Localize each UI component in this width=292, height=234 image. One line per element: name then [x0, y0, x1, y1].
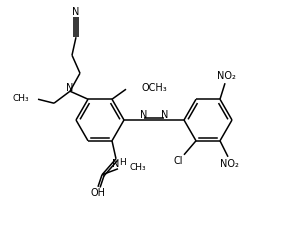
Text: CH₃: CH₃ [12, 94, 29, 103]
Text: N: N [66, 83, 74, 93]
Text: Cl: Cl [173, 156, 183, 166]
Text: NO₂: NO₂ [220, 159, 239, 169]
Text: H: H [119, 158, 125, 167]
Text: N: N [140, 110, 147, 121]
Text: N: N [72, 7, 80, 17]
Text: OCH₃: OCH₃ [142, 83, 168, 93]
Text: CH₃: CH₃ [130, 163, 147, 172]
Text: N: N [112, 159, 120, 169]
Text: NO₂: NO₂ [217, 71, 235, 81]
Text: OH: OH [91, 188, 105, 198]
Text: N: N [161, 110, 168, 121]
